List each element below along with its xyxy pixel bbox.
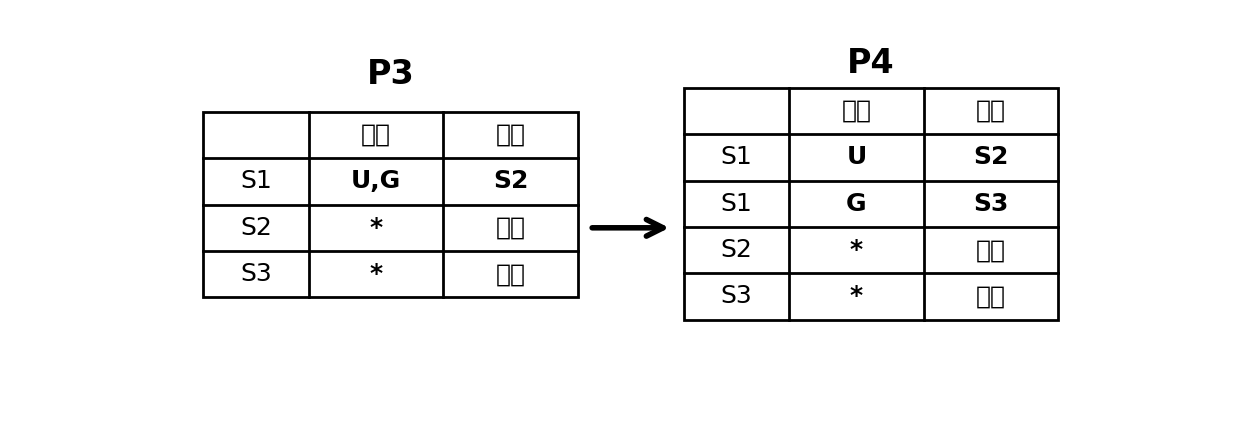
Text: 匹配: 匹配	[842, 99, 872, 123]
Text: S2: S2	[241, 216, 272, 240]
Text: 转发: 转发	[976, 238, 1006, 262]
Bar	[683, 88, 1059, 320]
Bar	[683, 88, 1059, 320]
Text: S1: S1	[720, 145, 753, 169]
Text: *: *	[370, 262, 383, 286]
Text: 转发: 转发	[976, 285, 1006, 309]
Text: 动作: 动作	[496, 123, 526, 147]
Text: S3: S3	[241, 262, 272, 286]
Text: S1: S1	[241, 169, 272, 194]
Text: S2: S2	[720, 238, 753, 262]
Text: *: *	[849, 285, 863, 309]
Text: S3: S3	[973, 192, 1009, 216]
Text: S3: S3	[720, 285, 753, 309]
Text: S2: S2	[973, 145, 1009, 169]
Bar	[203, 112, 578, 297]
Text: P3: P3	[367, 58, 414, 91]
Text: S2: S2	[492, 169, 528, 194]
Text: P4: P4	[847, 47, 895, 80]
Text: *: *	[370, 216, 383, 240]
Text: 匹配: 匹配	[361, 123, 391, 147]
Text: 转发: 转发	[496, 216, 526, 240]
Text: G: G	[846, 192, 867, 216]
Text: *: *	[849, 238, 863, 262]
Text: 转发: 转发	[496, 262, 526, 286]
Text: U,G: U,G	[351, 169, 402, 194]
Text: S1: S1	[720, 192, 753, 216]
Bar	[203, 112, 578, 297]
Text: U: U	[847, 145, 867, 169]
Text: 动作: 动作	[976, 99, 1006, 123]
